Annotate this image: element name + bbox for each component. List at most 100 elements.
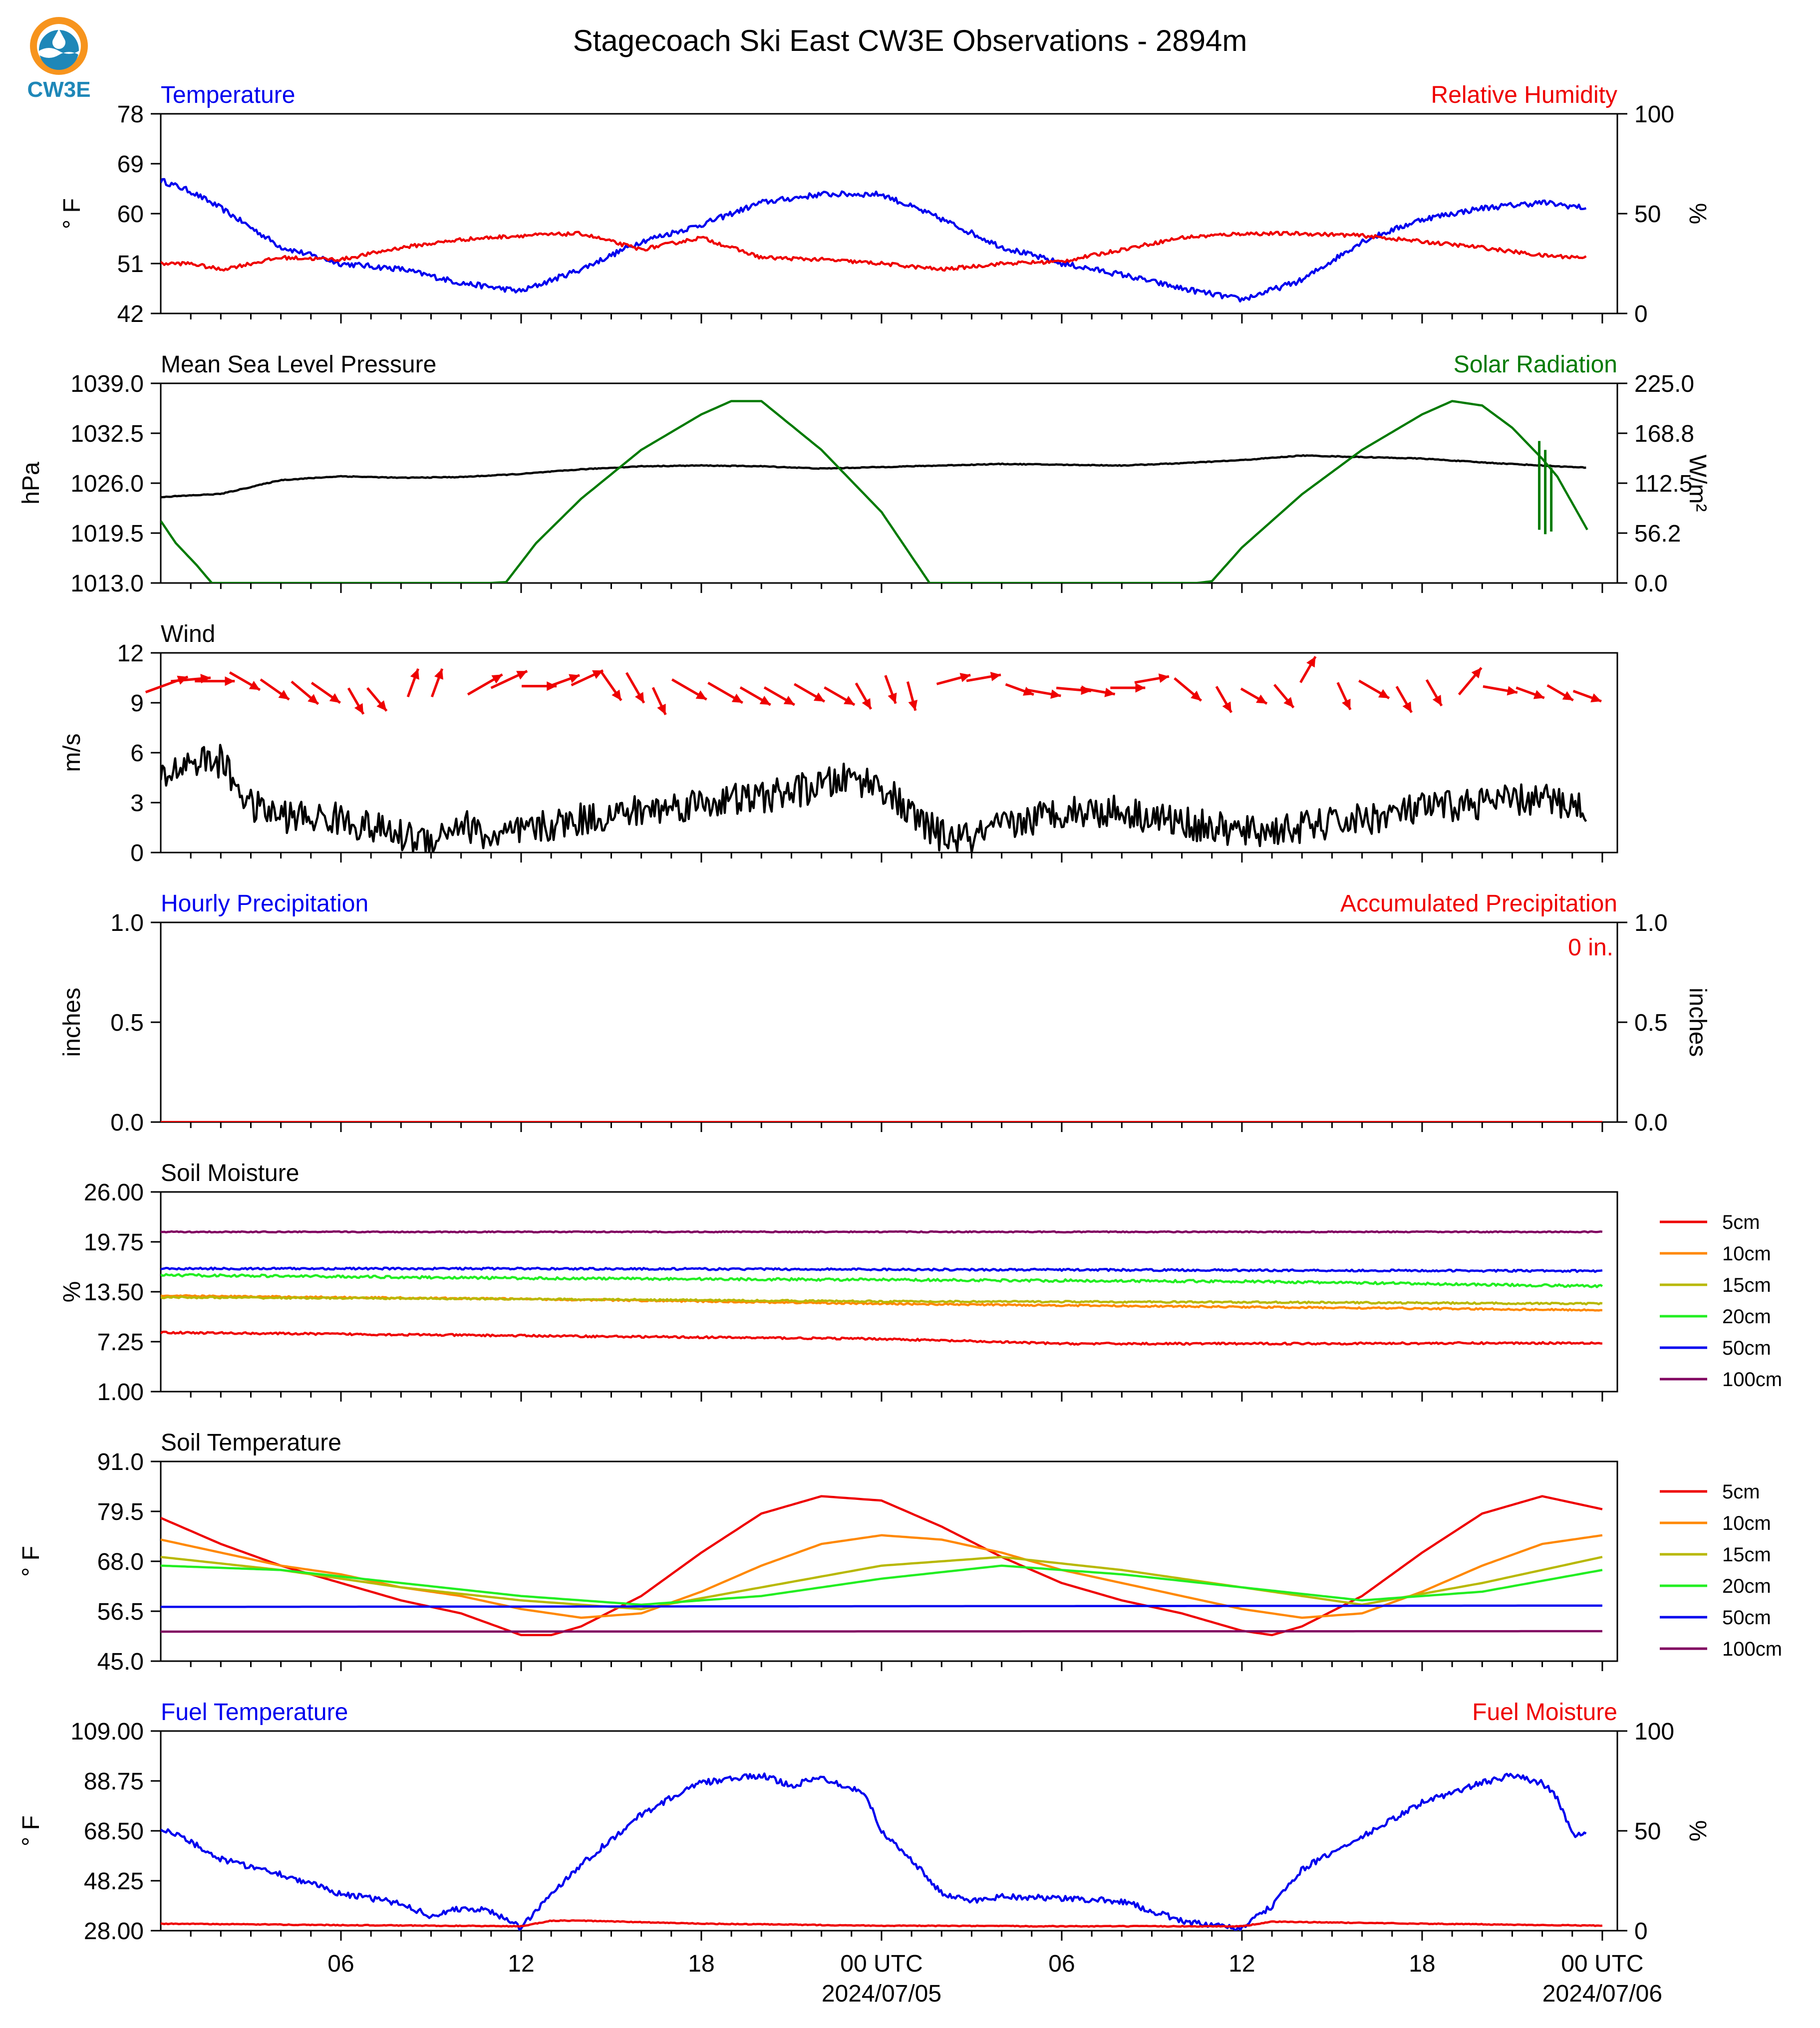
series-line-green [161, 400, 1588, 583]
y-tick-label-right: 100 [1634, 101, 1674, 128]
x-tick-label: 06 [1048, 1951, 1075, 1977]
wind-arrow-head [1306, 656, 1316, 668]
legend-label: 10cm [1722, 1243, 1771, 1265]
wind-arrow-head [1135, 683, 1146, 693]
x-tick-label: 00 UTC [840, 1951, 922, 1977]
y-axis-label-right: inches [1684, 988, 1711, 1057]
series-line-blue [161, 1772, 1587, 1931]
x-date-label: 2024/07/05 [822, 1981, 941, 2007]
y-tick-label-right: 168.8 [1634, 421, 1694, 447]
y-tick-label: 109.00 [70, 1719, 144, 1745]
y-tick-label-right: 100 [1634, 1719, 1674, 1745]
wind-arrow-head [354, 703, 364, 714]
series-group [161, 178, 1587, 303]
y-axis-label: ° F [18, 1815, 44, 1846]
panel-title-left: Fuel Temperature [161, 1699, 348, 1726]
wind-arrow-head [611, 689, 621, 701]
panel-title-left: Temperature [161, 82, 295, 108]
wind-arrow-head [1104, 687, 1115, 697]
y-tick-label-right: 0.0 [1634, 571, 1668, 597]
y-tick-label: 68.0 [97, 1549, 144, 1575]
series-group [161, 400, 1588, 583]
y-tick-label-right: 225.0 [1634, 371, 1694, 397]
wind-arrow-head [329, 693, 340, 703]
panel-title-right: Fuel Moisture [1472, 1699, 1617, 1726]
x-tick-label: 12 [508, 1951, 534, 1977]
series-line-5cm [161, 1495, 1603, 1637]
y-tick-label-right: 50 [1634, 1818, 1661, 1845]
legend-label: 15cm [1722, 1544, 1771, 1566]
y-tick-label: 3 [130, 790, 144, 817]
wind-arrow-head [731, 693, 743, 703]
y-axis-label: inches [59, 988, 85, 1057]
series-line-red [161, 1919, 1603, 1928]
y-tick-label: 0.0 [110, 1110, 144, 1136]
y-tick-label: 1.0 [110, 910, 144, 936]
series-group [161, 1230, 1603, 1346]
y-tick-label: 45.0 [97, 1649, 144, 1675]
y-tick-label: 68.50 [84, 1818, 144, 1845]
y-axis-label-right: % [1684, 203, 1711, 225]
wind-arrow-head [783, 695, 795, 705]
wind-arrow-head [434, 668, 443, 680]
y-tick-label: 60 [117, 201, 144, 228]
panel-title-right: Relative Humidity [1431, 82, 1617, 108]
panel-7: Fuel Temperature Fuel Moisture 28.00 48.25 6… [18, 1699, 1711, 1945]
panel-6: Soil Temperature 45.0 56.5 68.0 79.5 91.0 ° F 5… [18, 1430, 1782, 1675]
wind-arrow-head [1432, 695, 1442, 706]
panel-2: Mean Sea Level Pressure Solar Radiation 10… [18, 351, 1711, 597]
series-group [161, 1772, 1603, 1931]
wind-arrow-head [695, 690, 707, 700]
wind-arrow-head [990, 671, 1001, 681]
wind-arrow-head [1050, 689, 1061, 699]
panel-1: Temperature Relative Humidity 42 51 60 69 78 0 5… [59, 82, 1711, 327]
wind-arrow-head [862, 698, 871, 709]
y-tick-label: 1039.0 [70, 371, 144, 397]
y-axis-label: m/s [59, 733, 85, 772]
y-tick-label: 28.00 [84, 1918, 144, 1945]
wind-arrow-head [1283, 697, 1294, 708]
y-tick-label-right: 112.5 [1634, 471, 1693, 497]
panel-title-right: Accumulated Precipitation [1340, 890, 1617, 917]
y-tick-label-right: 0.0 [1634, 1110, 1668, 1136]
x-tick-label: 06 [327, 1951, 354, 1977]
panel-title-left: Wind [161, 621, 215, 647]
y-tick-label-right: 0.5 [1634, 1010, 1668, 1036]
y-tick-label-right: 0 [1634, 301, 1648, 327]
x-tick-label: 18 [1409, 1951, 1435, 1977]
y-tick-label: 12 [117, 640, 144, 667]
wind-arrow-head [1158, 673, 1169, 683]
series-line-red [161, 231, 1587, 272]
logo-text: CW3E [27, 77, 90, 102]
legend-label: 10cm [1722, 1512, 1771, 1534]
series-group [161, 744, 1587, 853]
y-tick-label: 79.5 [97, 1499, 144, 1525]
legend-label: 20cm [1722, 1306, 1771, 1328]
wind-arrow-head [1590, 693, 1602, 703]
x-tick-label: 12 [1228, 1951, 1255, 1977]
series-line-black [161, 454, 1586, 499]
y-tick-label: 6 [130, 740, 144, 767]
y-axis-label: ° F [18, 1546, 44, 1577]
y-tick-label: 19.75 [84, 1229, 144, 1256]
series-line-15cm [161, 1295, 1603, 1306]
legend-label: 100cm [1722, 1369, 1782, 1391]
series-line-50cm [161, 1604, 1602, 1608]
wind-arrow-head [1378, 689, 1389, 698]
panel-title-left: Soil Moisture [161, 1160, 299, 1186]
y-tick-label-right: 1.0 [1634, 910, 1668, 936]
wind-arrow-head [516, 671, 528, 680]
series-group [161, 1495, 1603, 1637]
wind-arrow-head [225, 676, 235, 686]
wind-arrow-head [1562, 691, 1573, 700]
wind-arrow-head [959, 673, 971, 682]
y-tick-label: 48.25 [84, 1868, 144, 1895]
wind-arrow-head [1222, 701, 1231, 713]
plot-frame [160, 382, 1618, 584]
y-tick-label: 13.50 [84, 1279, 144, 1306]
accumulated-label: 0 in. [1568, 934, 1613, 961]
y-tick-label: 1019.5 [70, 521, 144, 547]
wind-arrow-head [592, 670, 604, 679]
series-line-100cm [161, 1230, 1603, 1234]
series-line-50cm [161, 1266, 1603, 1273]
